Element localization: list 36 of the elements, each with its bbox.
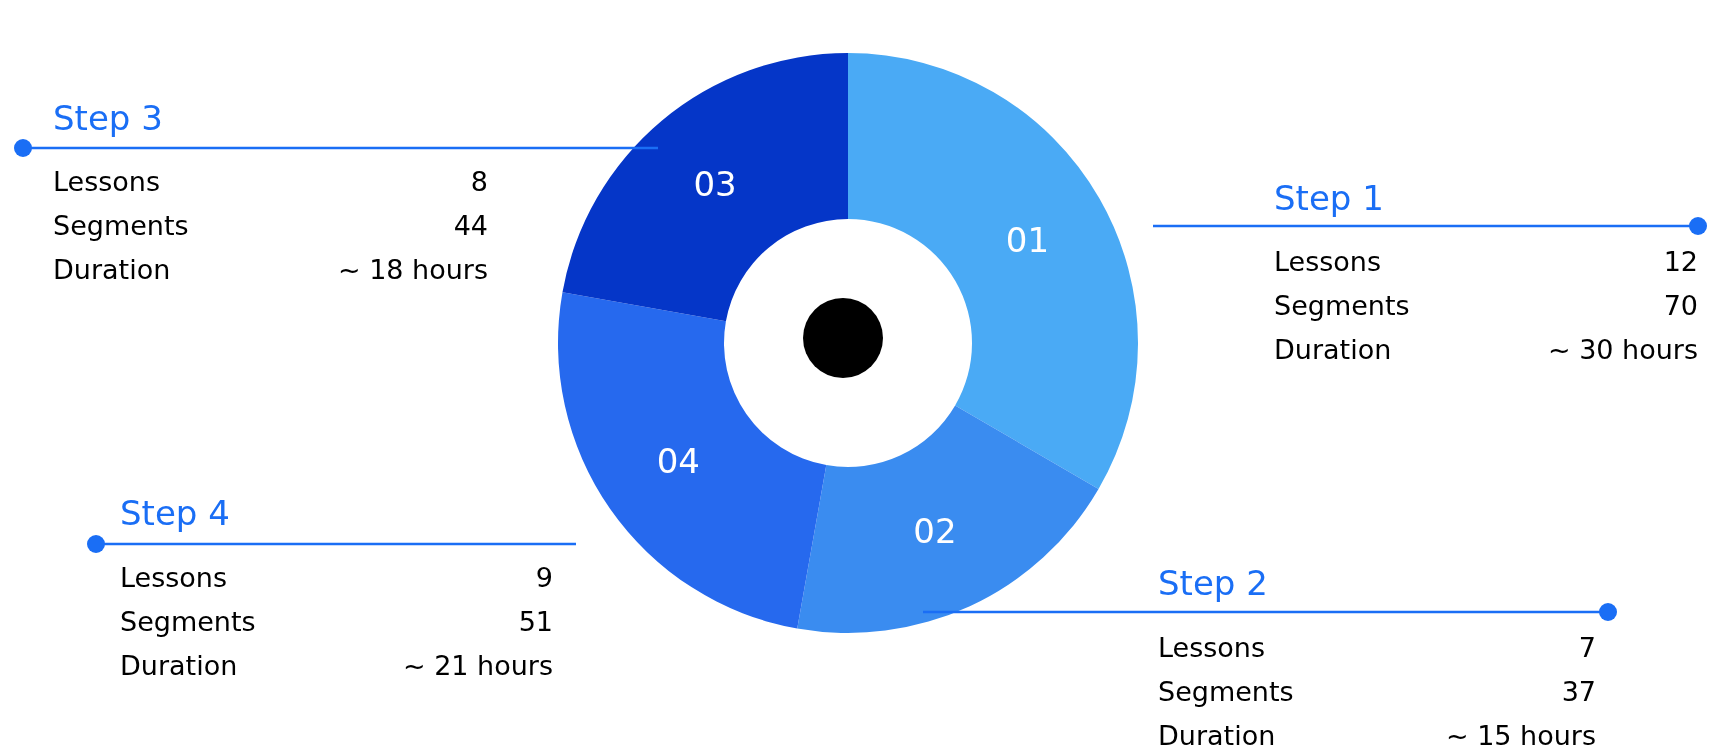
text: Lessons bbox=[120, 562, 228, 593]
slice-label: 04 bbox=[656, 441, 700, 482]
text: Lessons bbox=[53, 166, 161, 197]
text: Duration bbox=[1274, 334, 1392, 365]
text: Duration bbox=[53, 254, 171, 285]
text: Duration bbox=[120, 650, 238, 681]
text: ~ 30 hours bbox=[1547, 334, 1698, 365]
text: Segments bbox=[1158, 676, 1294, 707]
text: 9 bbox=[535, 562, 553, 593]
slice-label: 01 bbox=[1005, 219, 1050, 260]
text: 12 bbox=[1663, 246, 1698, 277]
text: ~ 18 hours bbox=[337, 254, 488, 285]
text: 37 bbox=[1561, 676, 1596, 707]
text: 70 bbox=[1663, 290, 1698, 321]
donut-slice bbox=[558, 292, 827, 629]
donut-slice bbox=[797, 405, 1099, 633]
text: 8 bbox=[470, 166, 488, 197]
text: 7 bbox=[1578, 632, 1596, 663]
slice-label: 02 bbox=[913, 510, 957, 551]
text: Lessons bbox=[1158, 632, 1266, 663]
text: Segments bbox=[120, 606, 256, 637]
text: Step 4 bbox=[120, 493, 230, 533]
text: Duration bbox=[1158, 720, 1276, 747]
text: ~ 21 hours bbox=[402, 650, 553, 681]
slice-label: 03 bbox=[693, 164, 737, 205]
text: ~ 15 hours bbox=[1445, 720, 1596, 747]
text: Step 3 bbox=[53, 98, 163, 138]
text: Step 1 bbox=[1274, 178, 1384, 218]
donut-slice bbox=[848, 53, 1138, 490]
text: Segments bbox=[53, 210, 189, 241]
text: 44 bbox=[453, 210, 488, 241]
text: Segments bbox=[1274, 290, 1410, 321]
text: Lessons bbox=[1274, 246, 1382, 277]
text: 51 bbox=[518, 606, 553, 637]
donut-slice bbox=[562, 53, 848, 322]
text: Step 2 bbox=[1158, 563, 1268, 603]
